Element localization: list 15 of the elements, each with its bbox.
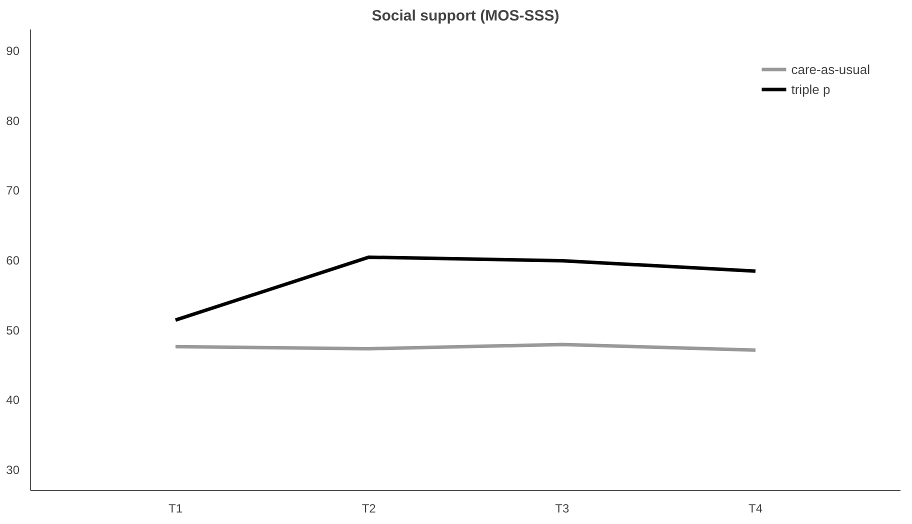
x-tick-label: T2 — [362, 502, 376, 516]
x-tick-label: T4 — [748, 502, 763, 516]
line-series — [174, 255, 758, 322]
y-tick-label: 40 — [6, 393, 20, 408]
x-tick-label: T3 — [555, 502, 570, 516]
x-tick-label: T1 — [168, 502, 183, 516]
legend-label: triple p — [791, 82, 830, 96]
y-tick-label: 80 — [6, 114, 20, 128]
y-tick-label: 50 — [6, 323, 20, 338]
legend-label: care-as-usual — [791, 62, 870, 76]
y-tick-label: 60 — [6, 254, 20, 268]
y-tick-label: 70 — [6, 184, 20, 198]
y-tick-label: 30 — [6, 463, 20, 478]
chart-title: Social support (MOS-SSS) — [372, 8, 560, 24]
y-tick-label: 90 — [6, 44, 20, 58]
